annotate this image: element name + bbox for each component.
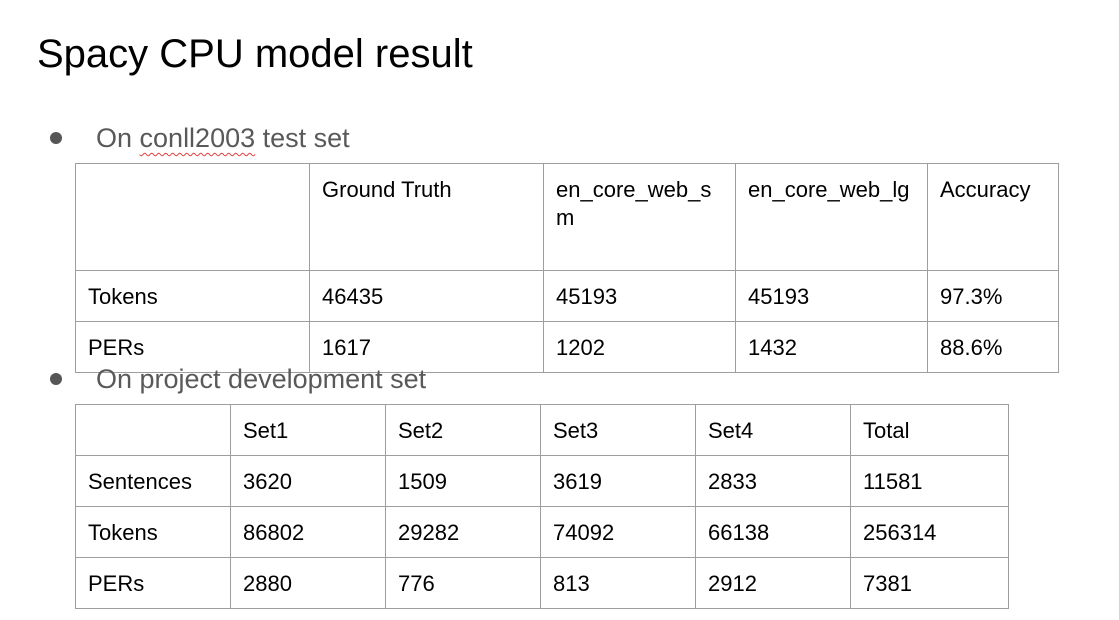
table-cell: [75, 163, 310, 271]
bullet-project-development: On project development set: [50, 362, 426, 396]
column-header-set2: Set2: [385, 404, 541, 456]
table-row: Tokens 86802 29282 74092 66138 256314: [75, 506, 1009, 558]
table-cell: 74092: [540, 506, 696, 558]
table-cell: [75, 404, 231, 456]
project-development-table: Set1 Set2 Set3 Set4 Total Sentences 3620…: [75, 404, 1009, 609]
column-header-set1: Set1: [230, 404, 386, 456]
table-cell: 86802: [230, 506, 386, 558]
bullet-conll2003: On conll2003 test set: [50, 121, 350, 155]
table-row: Tokens 46435 45193 45193 97.3%: [75, 270, 1059, 322]
table-cell: 46435: [309, 270, 544, 322]
row-label: Sentences: [75, 455, 231, 507]
table-cell: 11581: [850, 455, 1009, 507]
table-cell: 1432: [735, 321, 928, 373]
column-header-set4: Set4: [695, 404, 851, 456]
table-cell: 3619: [540, 455, 696, 507]
column-header-en-core-web-lg: en_core_web_lg: [735, 163, 928, 271]
table-cell: 256314: [850, 506, 1009, 558]
table-cell: 1202: [543, 321, 736, 373]
table-cell: 88.6%: [927, 321, 1059, 373]
table-cell: 2880: [230, 557, 386, 609]
bullet-text-conll2003: On conll2003 test set: [96, 121, 350, 155]
table-cell: 2912: [695, 557, 851, 609]
table-cell: 813: [540, 557, 696, 609]
table-header-row: Ground Truth en_core_web_sm en_core_web_…: [75, 163, 1059, 271]
column-header-accuracy: Accuracy: [927, 163, 1059, 271]
table-row: Sentences 3620 1509 3619 2833 11581: [75, 455, 1009, 507]
column-header-set3: Set3: [540, 404, 696, 456]
column-header-ground-truth: Ground Truth: [309, 163, 544, 271]
misspelled-word: conll2003: [139, 123, 256, 153]
table-cell: 2833: [695, 455, 851, 507]
table-cell: 3620: [230, 455, 386, 507]
table-row: PERs 2880 776 813 2912 7381: [75, 557, 1009, 609]
row-label: Tokens: [75, 506, 231, 558]
column-header-en-core-web-sm: en_core_web_sm: [543, 163, 736, 271]
row-label: Tokens: [75, 270, 310, 322]
table-cell: 1509: [385, 455, 541, 507]
bullet-suffix: test set: [255, 123, 350, 153]
conll2003-results-table: Ground Truth en_core_web_sm en_core_web_…: [75, 163, 1059, 373]
table-cell: 29282: [385, 506, 541, 558]
bullet-text-project-development: On project development set: [96, 364, 427, 394]
row-label: PERs: [75, 557, 231, 609]
table-cell: 7381: [850, 557, 1009, 609]
slide-title: Spacy CPU model result: [37, 32, 473, 76]
row-label: PERs: [75, 321, 310, 373]
bullet-dot-icon: [50, 373, 62, 385]
bullet-prefix: On: [96, 123, 140, 153]
column-header-total: Total: [850, 404, 1009, 456]
table-cell: 1617: [309, 321, 544, 373]
table-header-row: Set1 Set2 Set3 Set4 Total: [75, 404, 1009, 456]
table-cell: 66138: [695, 506, 851, 558]
table-cell: 776: [385, 557, 541, 609]
table-cell: 45193: [543, 270, 736, 322]
table-cell: 45193: [735, 270, 928, 322]
bullet-dot-icon: [50, 132, 62, 144]
table-cell: 97.3%: [927, 270, 1059, 322]
table-row: PERs 1617 1202 1432 88.6%: [75, 321, 1059, 373]
